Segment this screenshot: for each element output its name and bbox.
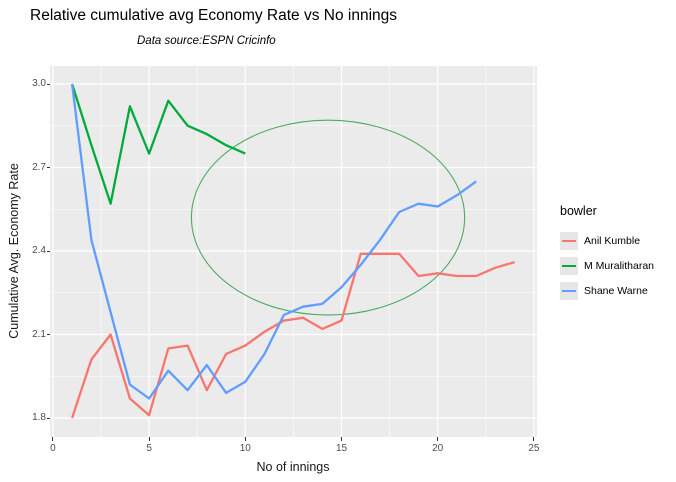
y-tick-mark <box>46 167 50 168</box>
x-tick-label: 10 <box>239 443 251 454</box>
y-tick-mark <box>46 334 50 335</box>
x-tick-label: 15 <box>335 443 348 454</box>
chart-title: Relative cumulative avg Economy Rate vs … <box>30 7 398 24</box>
series-line-anil-kumble <box>71 252 516 419</box>
y-tick-mark <box>46 83 50 85</box>
legend-key-swatch <box>560 231 578 250</box>
x-tick-mark <box>244 437 246 441</box>
x-tick-mark <box>533 437 535 441</box>
x-tick-label: 5 <box>146 443 152 454</box>
legend-item: Shane Warne <box>560 278 654 303</box>
x-tick-label: 20 <box>432 443 444 454</box>
legend-item: M Muralitharan <box>560 253 654 278</box>
plot-panel <box>50 66 537 437</box>
annotation-ellipse <box>190 119 466 316</box>
legend-item-label: M Muralitharan <box>584 259 655 272</box>
x-tick-mark <box>437 437 439 441</box>
y-tick-label: 1.8 <box>32 412 46 423</box>
series-line-m-muralitharan <box>71 83 246 205</box>
x-tick-mark <box>148 437 150 441</box>
y-tick-mark <box>46 250 50 252</box>
legend-title: bowler <box>560 204 597 218</box>
legend-key-swatch <box>560 256 578 275</box>
x-axis-title: No of innings <box>256 460 330 474</box>
x-tick-mark <box>341 437 342 441</box>
legend-key-line <box>562 289 576 292</box>
y-tick-label: 3.0 <box>32 78 46 89</box>
x-tick-label: 25 <box>528 443 540 454</box>
x-tick-label: 0 <box>50 443 56 454</box>
legend-items: Anil Kumble M Muralitharan Shane Warne <box>560 228 654 303</box>
legend-item: Anil Kumble <box>560 228 654 253</box>
legend-key-line <box>562 264 576 267</box>
y-tick-label: 2.1 <box>32 328 46 340</box>
legend-item-label: Anil Kumble <box>584 234 641 247</box>
y-tick-label: 2.7 <box>32 161 46 173</box>
series-line-shane-warne <box>70 83 477 400</box>
x-tick-mark <box>52 437 54 441</box>
y-tick-mark <box>46 417 50 419</box>
plot-area <box>50 66 537 437</box>
legend-key-line <box>562 239 576 242</box>
legend-item-label: Shane Warne <box>584 284 648 297</box>
chart-subtitle: Data source:ESPN Cricinfo <box>137 35 276 47</box>
y-tick-label: 2.4 <box>32 245 46 256</box>
legend-key-swatch <box>560 281 578 300</box>
